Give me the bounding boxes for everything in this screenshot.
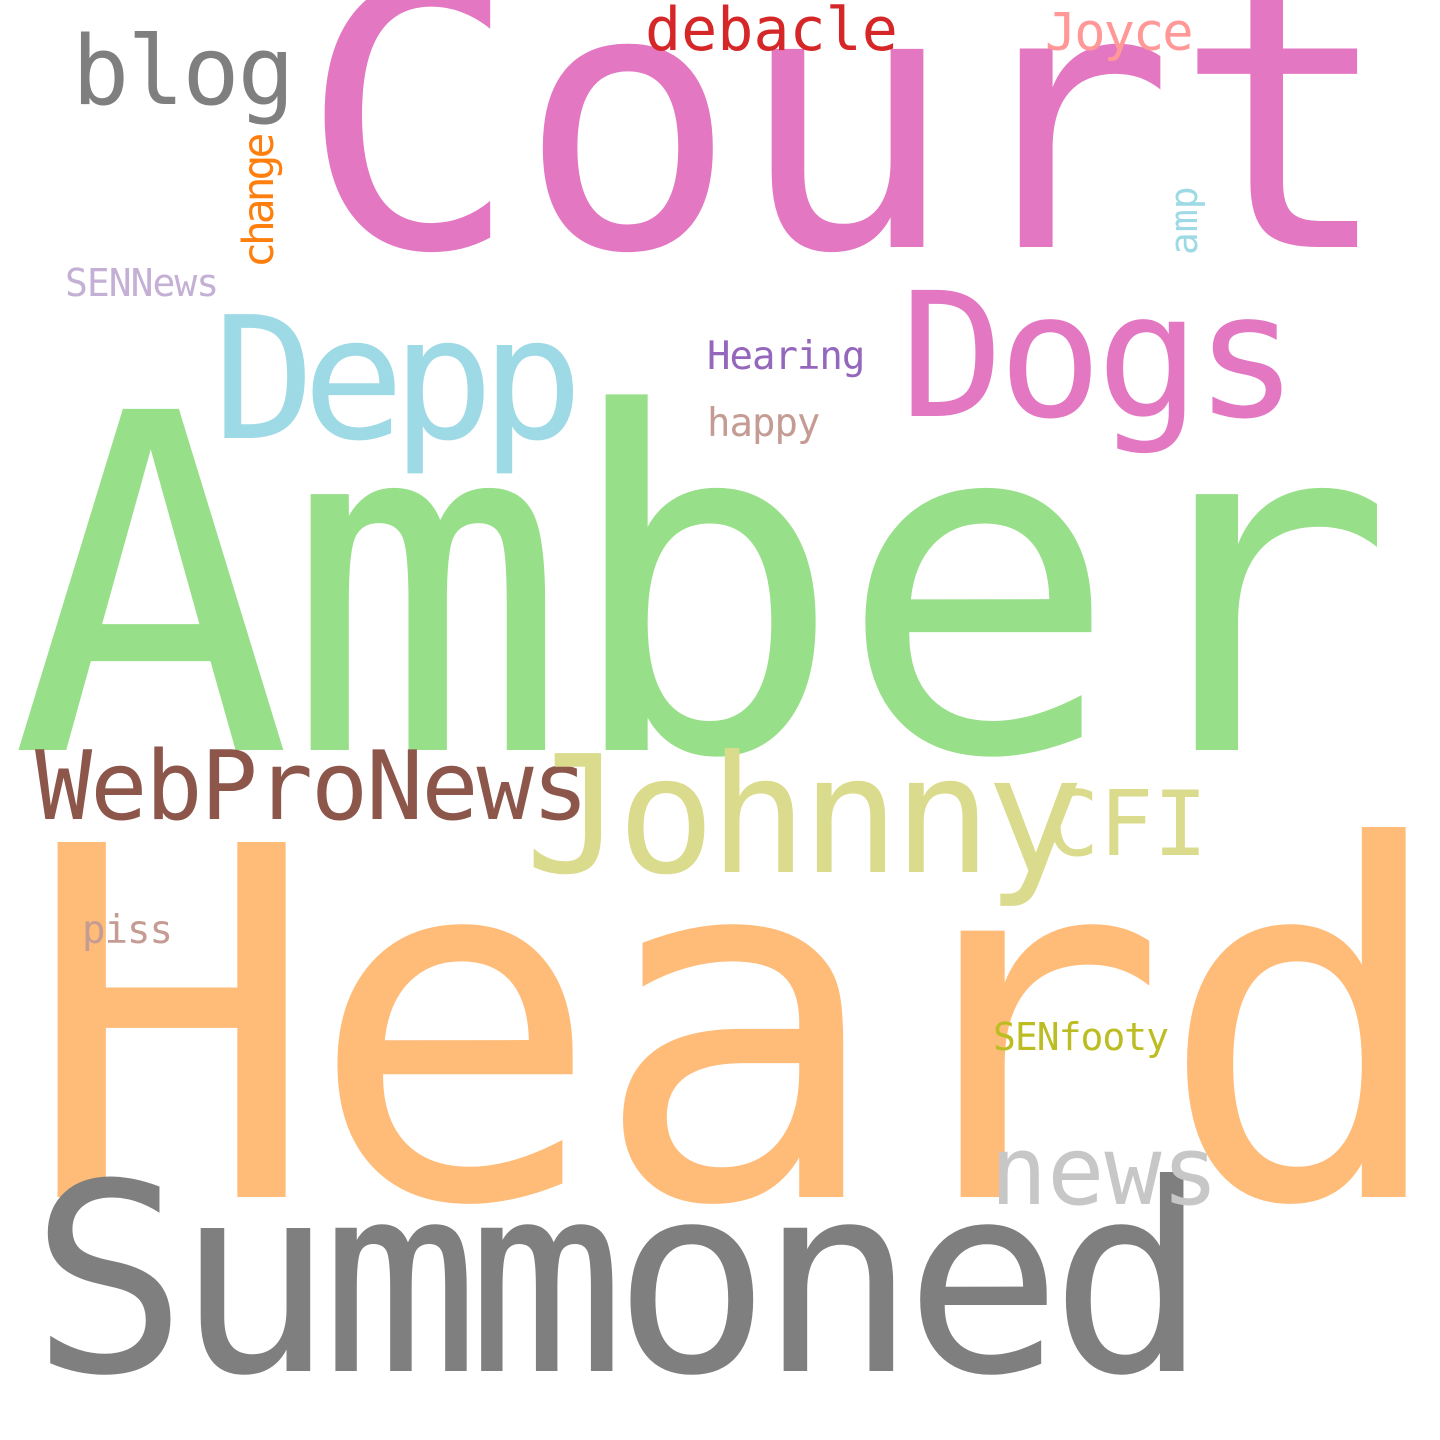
word-joyce: Joyce xyxy=(1045,3,1194,63)
word-sennews: SENNews xyxy=(65,261,219,305)
word-webpronews: WebProNews xyxy=(35,732,589,842)
word-debacle: debacle xyxy=(645,0,898,65)
word-summoned: Summoned xyxy=(30,1128,1208,1433)
word-court: Court xyxy=(300,0,1393,333)
word-happy: happy xyxy=(707,401,820,446)
word-piss: piss xyxy=(82,908,173,953)
word-dogs: Dogs xyxy=(900,255,1299,457)
word-amp: amp xyxy=(1162,186,1206,255)
word-depp: Depp xyxy=(213,281,583,479)
word-senfooty: SENfooty xyxy=(993,1015,1169,1059)
word-blog: blog xyxy=(72,17,295,127)
word-change: change xyxy=(234,136,284,268)
word-news: news xyxy=(990,1117,1219,1227)
word-amber: Amber xyxy=(10,317,1395,861)
word-cfi: CFI xyxy=(1045,772,1208,877)
word-hearing: Hearing xyxy=(707,334,865,379)
word-heard: Heard xyxy=(25,745,1440,1312)
word-johnny: Johnny xyxy=(525,722,1084,911)
